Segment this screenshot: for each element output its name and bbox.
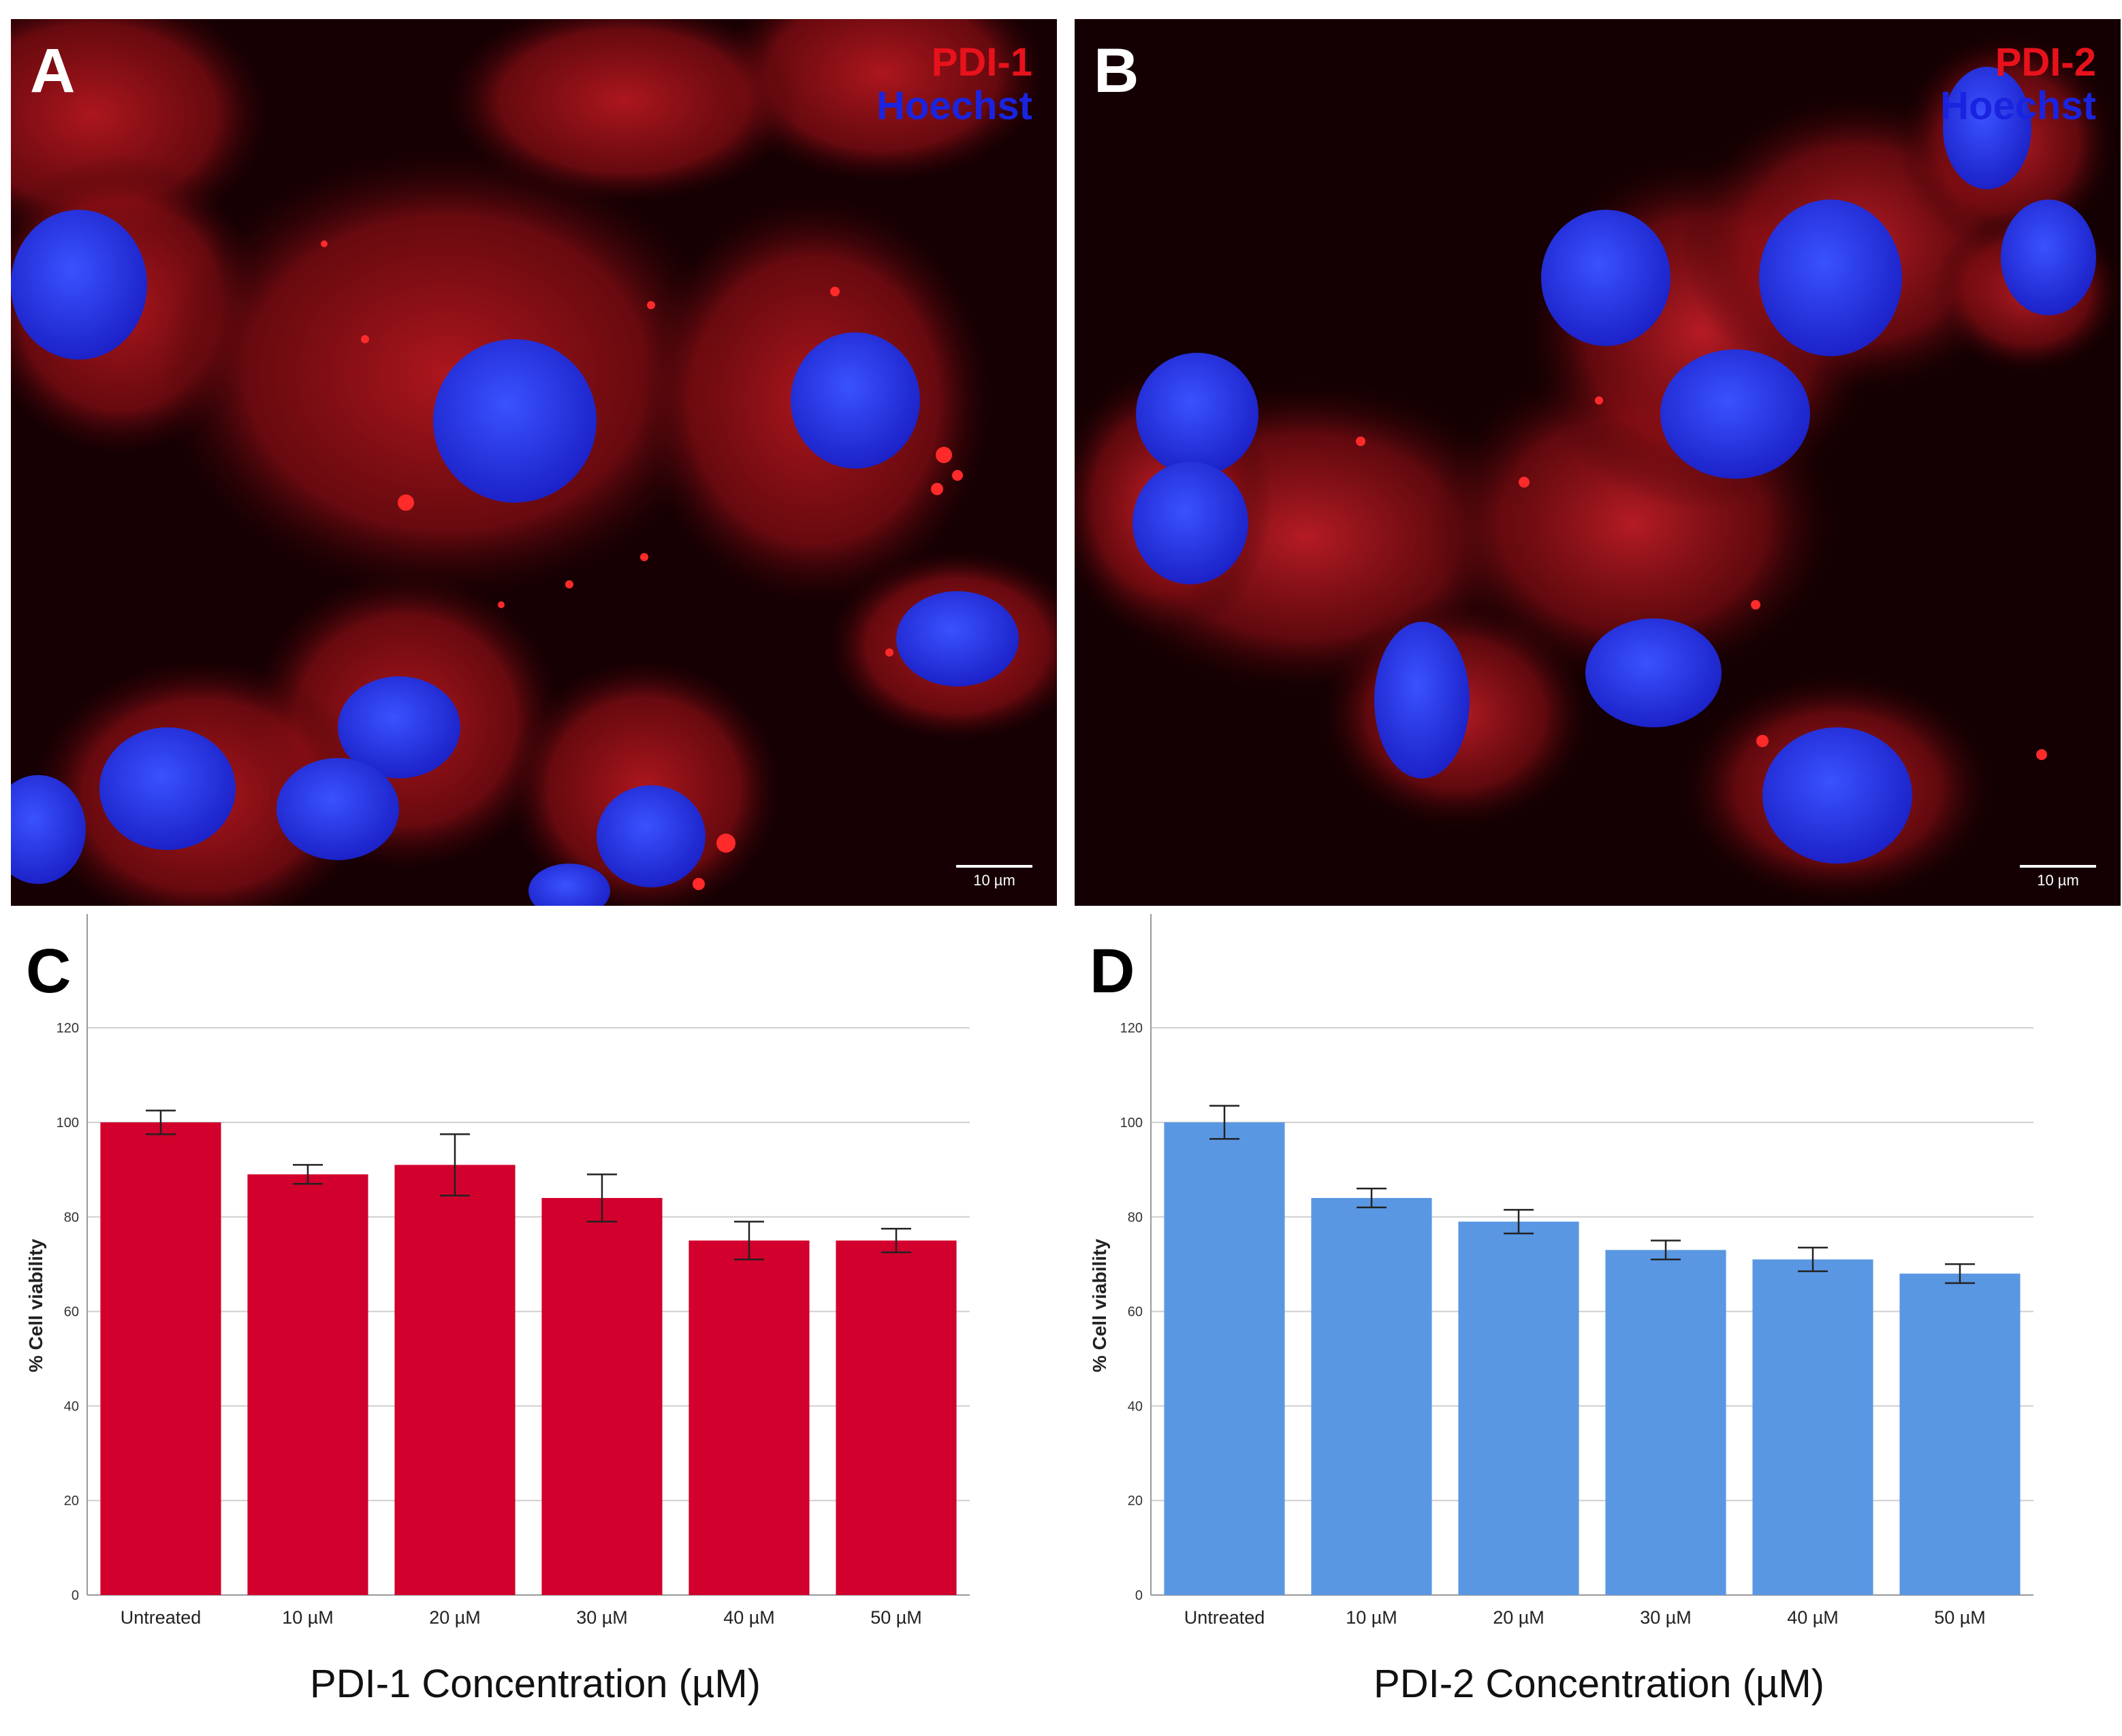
y-axis-label-c: % Cell viability: [25, 1239, 46, 1372]
y-tick-label-c-6: 120: [57, 1021, 79, 1036]
bar-c-5: [836, 1240, 957, 1595]
bar-d-5: [1899, 1274, 2021, 1595]
panel-letter-a: A: [30, 36, 76, 106]
bar-c-4: [688, 1240, 810, 1595]
error-bar-c-2: [440, 1133, 470, 1197]
error-bar-c-5: [881, 1227, 911, 1254]
stain-label-b: PDI-2: [1995, 40, 2096, 84]
bar-c-3: [541, 1198, 663, 1595]
bar-chart-c-plot: 0 20 40 60 80 100 120 % Cell viability Untreated…: [25, 914, 970, 1628]
error-bar-c-1: [293, 1164, 323, 1185]
y-tick-label-d-4: 80: [1128, 1210, 1143, 1225]
bar-c-0: [100, 1122, 221, 1595]
error-bar-c-0: [146, 1109, 176, 1135]
panel-letter-b: B: [1094, 36, 1139, 106]
y-tick-label-c-5: 100: [57, 1116, 79, 1131]
x-tick-label-d-3: 30 µM: [1640, 1607, 1692, 1628]
y-tick-label-d-1: 20: [1128, 1494, 1143, 1509]
error-bar-d-5: [1945, 1263, 1975, 1284]
error-bar-d-2: [1504, 1209, 1534, 1235]
y-tick-label-d-6: 120: [1120, 1021, 1143, 1036]
error-bar-c-3: [587, 1173, 617, 1222]
bar-c-1: [247, 1174, 368, 1595]
micrograph-a-image: [11, 19, 1057, 906]
stain-legend-b: PDI-2 Hoechst: [1940, 41, 2096, 128]
y-tick-label-d-0: 0: [1135, 1588, 1143, 1603]
micrograph-b-image: [1075, 19, 2121, 906]
error-bar-d-4: [1798, 1246, 1828, 1272]
y-tick-label-c-3: 60: [64, 1305, 79, 1320]
bar-d-1: [1311, 1198, 1432, 1595]
panel-letter-d: D: [1090, 936, 1135, 1006]
bar-c-2: [394, 1165, 516, 1595]
bar-d-3: [1605, 1250, 1726, 1595]
scale-bar-b: 10 µm: [2020, 865, 2096, 889]
stain-legend-a: PDI-1 Hoechst: [876, 41, 1032, 128]
y-tick-label-c-2: 40: [64, 1399, 79, 1414]
y-tick-label-d-5: 100: [1120, 1116, 1143, 1131]
x-tick-label-c-1: 10 µM: [282, 1607, 334, 1628]
scale-bar-line-a: [956, 865, 1032, 868]
bar-d-4: [1752, 1259, 1873, 1595]
x-tick-label-c-4: 40 µM: [723, 1607, 775, 1628]
bar-chart-d-plot: 0 20 40 60 80 100 120 % Cell viability Untreated…: [1089, 914, 2033, 1628]
panel-letter-c: C: [26, 936, 72, 1006]
micrograph-a: A PDI-1 Hoechst 10 µm: [11, 19, 1057, 906]
x-tick-label-c-0: Untreated: [121, 1607, 202, 1628]
bar-d-0: [1164, 1122, 1285, 1595]
y-tick-label-c-0: 0: [72, 1588, 79, 1603]
scale-bar-label-a: 10 µm: [973, 872, 1015, 889]
stain-label-a: PDI-1: [931, 40, 1032, 84]
x-tick-label-d-1: 10 µM: [1346, 1607, 1397, 1628]
x-tick-label-c-5: 50 µM: [870, 1607, 922, 1628]
bar-chart-d: D 0 20 40 60 80 100 120 % Cell viability Untreat…: [1075, 914, 2122, 1731]
scale-bar-label-b: 10 µm: [2037, 872, 2079, 889]
x-tick-label-d-2: 20 µM: [1493, 1607, 1545, 1628]
error-bar-d-3: [1651, 1240, 1681, 1261]
error-bar-d-1: [1357, 1187, 1387, 1209]
scale-bar-line-b: [2020, 865, 2096, 868]
y-tick-label-c-1: 20: [64, 1494, 79, 1509]
x-tick-label-d-4: 40 µM: [1787, 1607, 1839, 1628]
nucleus-label-b: Hoechst: [1940, 83, 2096, 128]
error-bar-c-4: [734, 1220, 764, 1261]
x-tick-label-d-0: Untreated: [1184, 1607, 1265, 1628]
nucleus-label-a: Hoechst: [876, 83, 1032, 128]
y-tick-label-d-3: 60: [1128, 1305, 1143, 1320]
y-tick-label-c-4: 80: [64, 1210, 79, 1225]
x-axis-title-c: PDI-1 Concentration (µM): [310, 1662, 761, 1706]
bar-d-2: [1458, 1221, 1579, 1595]
error-bar-d-0: [1209, 1105, 1239, 1140]
y-axis-label-d: % Cell viability: [1089, 1239, 1110, 1372]
x-axis-title-d: PDI-2 Concentration (µM): [1374, 1662, 1824, 1706]
x-tick-label-d-5: 50 µM: [1934, 1607, 1986, 1628]
bar-chart-c: C 0 20 40 60 80 100 120 % Cell viability Untreat…: [11, 914, 1060, 1731]
y-tick-label-d-2: 40: [1128, 1399, 1143, 1414]
scale-bar-a: 10 µm: [956, 865, 1032, 889]
x-tick-label-c-3: 30 µM: [576, 1607, 628, 1628]
x-tick-label-c-2: 20 µM: [429, 1607, 481, 1628]
micrograph-b: B PDI-2 Hoechst 10 µm: [1075, 19, 2121, 906]
